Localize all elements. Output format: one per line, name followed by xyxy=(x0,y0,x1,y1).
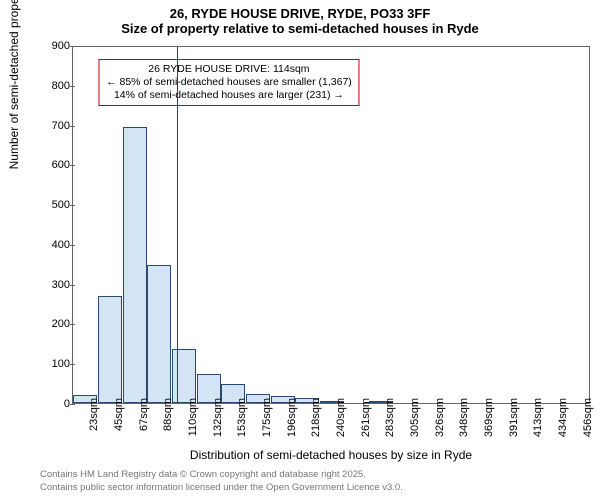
y-tick: 200 xyxy=(32,318,70,330)
x-tick: 23sqm xyxy=(88,398,100,431)
x-tick: 88sqm xyxy=(162,398,174,431)
plot-area: 26 RYDE HOUSE DRIVE: 114sqm ← 85% of sem… xyxy=(72,46,590,404)
x-tick: 45sqm xyxy=(113,398,125,431)
footer-l2: Contains public sector information licen… xyxy=(40,482,403,494)
bar xyxy=(172,349,196,403)
y-tick: 100 xyxy=(32,358,70,370)
x-tick: 218sqm xyxy=(310,398,322,437)
marker-line xyxy=(177,47,179,403)
x-tick: 153sqm xyxy=(236,398,248,437)
x-tick: 175sqm xyxy=(261,398,273,437)
y-tick: 800 xyxy=(32,80,70,92)
x-tick: 369sqm xyxy=(483,398,495,437)
bar xyxy=(123,127,147,403)
footer-attribution: Contains HM Land Registry data © Crown c… xyxy=(40,469,403,494)
x-tick: 67sqm xyxy=(138,398,150,431)
x-tick: 326sqm xyxy=(434,398,446,437)
y-tick: 700 xyxy=(32,120,70,132)
x-tick: 132sqm xyxy=(212,398,224,437)
bar xyxy=(98,296,122,403)
chart: Number of semi-detached properties 26 RY… xyxy=(32,46,592,456)
y-tick: 500 xyxy=(32,199,70,211)
footer-l1: Contains HM Land Registry data © Crown c… xyxy=(40,469,403,481)
title-line1: 26, RYDE HOUSE DRIVE, RYDE, PO33 3FF xyxy=(0,6,600,21)
x-axis-label: Distribution of semi-detached houses by … xyxy=(72,448,590,462)
x-tick: 456sqm xyxy=(582,398,594,437)
y-tick: 400 xyxy=(32,239,70,251)
x-tick: 196sqm xyxy=(286,398,298,437)
x-tick: 434sqm xyxy=(557,398,569,437)
x-tick: 261sqm xyxy=(360,398,372,437)
title-line2: Size of property relative to semi-detach… xyxy=(0,21,600,36)
x-tick: 413sqm xyxy=(532,398,544,437)
x-tick: 283sqm xyxy=(384,398,396,437)
y-tick: 0 xyxy=(32,398,70,410)
x-tick: 305sqm xyxy=(409,398,421,437)
annotation-l1: 26 RYDE HOUSE DRIVE: 114sqm xyxy=(106,63,352,76)
x-tick: 110sqm xyxy=(187,398,199,436)
annotation-l3: 14% of semi-detached houses are larger (… xyxy=(106,89,352,102)
y-tick: 900 xyxy=(32,40,70,52)
annotation-l2: ← 85% of semi-detached houses are smalle… xyxy=(106,76,352,89)
y-tick: 300 xyxy=(32,279,70,291)
x-tick: 391sqm xyxy=(508,398,520,437)
bar xyxy=(147,265,171,403)
x-tick: 240sqm xyxy=(335,398,347,437)
y-axis-label: Number of semi-detached properties xyxy=(7,0,21,251)
annotation-box: 26 RYDE HOUSE DRIVE: 114sqm ← 85% of sem… xyxy=(98,59,360,106)
y-tick: 600 xyxy=(32,159,70,171)
x-tick: 348sqm xyxy=(458,398,470,437)
